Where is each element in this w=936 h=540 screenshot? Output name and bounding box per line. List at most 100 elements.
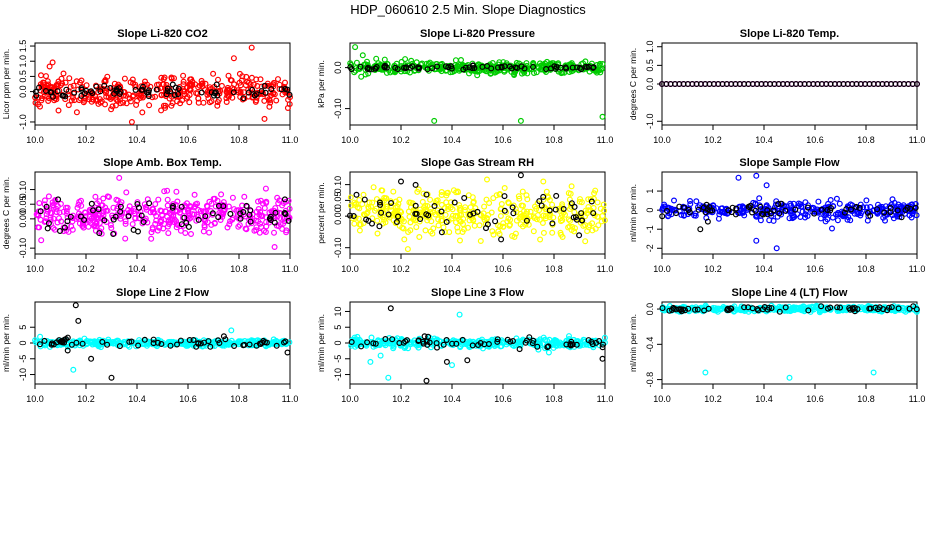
data-point <box>571 209 578 216</box>
data-point <box>95 342 102 349</box>
chart-panel-5: Slope Gas Stream RH 10.0 10.2 10.4 10.6 10.8 1… <box>316 157 613 274</box>
data-point <box>356 205 363 212</box>
data-point-subset <box>364 339 371 346</box>
data-point <box>515 193 522 200</box>
data-point <box>45 97 52 104</box>
data-point <box>557 215 564 222</box>
data-point <box>165 230 172 237</box>
data-point-subset <box>685 305 692 312</box>
data-point-subset <box>231 343 238 350</box>
data-point-subset <box>894 207 901 214</box>
x-tick-label: 11.0 <box>282 394 299 404</box>
data-point <box>576 196 583 203</box>
data-point <box>456 61 463 68</box>
data-point <box>909 210 916 217</box>
data-point-subset <box>728 209 735 216</box>
data-point <box>214 99 221 106</box>
data-point <box>188 82 195 89</box>
data-point-subset <box>193 343 200 350</box>
data-point <box>127 98 134 105</box>
data-point-subset <box>45 220 52 227</box>
x-tick-label: 11.0 <box>909 264 926 274</box>
chart-panel-9: Slope Line 4 (LT) Flow 10.0 10.2 10.4 10.6 10… <box>628 287 925 404</box>
data-point <box>422 227 429 234</box>
data-point <box>516 195 523 202</box>
data-point-subset <box>401 64 408 71</box>
data-point <box>838 208 845 215</box>
x-tick-label: 10.0 <box>653 135 671 145</box>
data-point <box>470 199 477 206</box>
data-point-subset <box>43 203 50 210</box>
data-point <box>753 237 760 244</box>
data-point <box>180 72 187 79</box>
data-point <box>191 204 198 211</box>
data-point <box>256 229 263 236</box>
data-point <box>66 75 73 82</box>
data-point <box>594 199 601 206</box>
data-point-subset <box>377 201 384 208</box>
data-point-subset <box>782 207 789 214</box>
data-point <box>462 204 469 211</box>
data-point <box>90 96 97 103</box>
data-point-subset <box>599 341 606 348</box>
data-point <box>237 88 244 95</box>
x-tick-label: 11.0 <box>909 135 926 145</box>
data-point <box>568 183 575 190</box>
data-point <box>417 206 424 213</box>
data-point-subset <box>701 307 708 314</box>
data-point-subset <box>281 196 288 203</box>
data-point <box>130 80 137 87</box>
data-point <box>363 210 370 217</box>
data-point-subset <box>64 347 71 354</box>
x-tick-label: 10.2 <box>392 264 410 274</box>
data-point <box>117 100 124 107</box>
data-point-subset <box>752 207 759 214</box>
data-point-subset <box>778 200 785 207</box>
data-point <box>449 212 456 219</box>
data-point-subset <box>260 337 267 344</box>
data-point-subset <box>369 220 376 227</box>
data-point-subset <box>691 306 698 313</box>
data-point-subset <box>599 355 606 362</box>
data-point <box>863 204 870 211</box>
data-point <box>356 196 363 203</box>
data-point <box>42 73 49 80</box>
data-point <box>601 334 608 341</box>
y-axis-label: ml/min per min. <box>316 314 326 372</box>
data-point <box>235 338 242 345</box>
data-point <box>519 202 526 209</box>
data-point-subset <box>387 305 394 312</box>
data-point <box>60 70 67 77</box>
data-point <box>101 101 108 108</box>
data-point <box>407 219 414 226</box>
data-point-subset <box>494 338 501 345</box>
data-point <box>470 217 477 224</box>
x-tick-label: 10.2 <box>77 264 95 274</box>
data-point <box>912 201 919 208</box>
data-point <box>236 222 243 229</box>
data-point <box>567 190 574 197</box>
data-point-subset <box>347 212 354 219</box>
data-point <box>457 237 464 244</box>
data-point-subset <box>392 64 399 71</box>
data-point <box>484 176 491 183</box>
data-point-subset <box>353 191 360 198</box>
data-point-subset <box>64 218 71 225</box>
data-point <box>753 213 760 220</box>
data-point-subset <box>116 343 123 350</box>
x-tick-label: 10.2 <box>392 135 410 145</box>
data-point-subset <box>818 206 825 213</box>
data-point <box>62 204 69 211</box>
data-point-subset <box>570 214 577 221</box>
y-tick-label: 0.0 <box>645 78 655 91</box>
data-point-subset <box>663 207 670 214</box>
data-point <box>844 216 851 223</box>
data-point-subset <box>169 81 176 88</box>
data-point-subset <box>530 337 537 344</box>
data-point-subset <box>96 230 103 237</box>
x-tick-label: 11.0 <box>282 135 299 145</box>
data-point <box>530 213 537 220</box>
data-point-subset <box>449 340 456 347</box>
data-point <box>457 344 464 351</box>
data-point <box>241 193 248 200</box>
